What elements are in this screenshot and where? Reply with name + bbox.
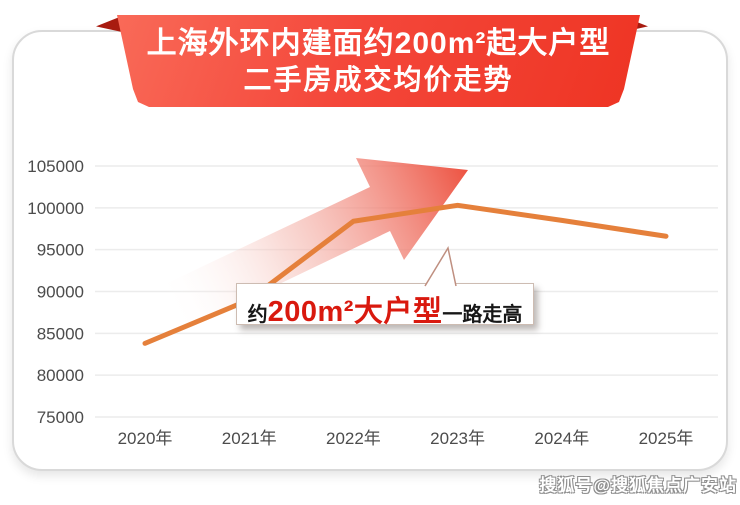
y-axis-label: 75000 xyxy=(37,408,84,427)
y-axis-label: 80000 xyxy=(37,366,84,385)
grid-layer: 75000 80000 85000 90000 95000 100000 105000 xyxy=(27,157,718,427)
y-axis-label: 105000 xyxy=(27,157,84,176)
x-axis-label: 2024年 xyxy=(534,429,589,448)
price-line xyxy=(142,202,669,346)
callout-pointer-icon xyxy=(424,245,457,287)
y-axis-label: 95000 xyxy=(37,241,84,260)
banner-title-line1: 上海外环内建面约200m²起大户型 xyxy=(146,27,611,60)
x-axis-label: 2020年 xyxy=(118,429,173,448)
x-axis-label: 2023年 xyxy=(430,429,485,448)
title-banner: 上海外环内建面约200m²起大户型 二手房成交均价走势 xyxy=(117,15,640,107)
y-axis-label: 100000 xyxy=(27,199,84,218)
x-axis-label: 2022年 xyxy=(326,429,381,448)
line-layer xyxy=(142,202,669,346)
x-axis-label: 2021年 xyxy=(222,429,277,448)
y-axis-label: 90000 xyxy=(37,283,84,302)
banner-title-line2: 二手房成交均价走势 xyxy=(243,64,514,95)
callout-highlight: 200m²大户型 xyxy=(267,296,443,328)
x-axis-label: 2025年 xyxy=(639,429,694,448)
callout-label: 约 200m²大户型 一路走高 xyxy=(236,283,534,328)
x-axis-layer: 2020年 2021年 2022年 2023年 2024年 2025年 xyxy=(118,429,694,448)
callout-prefix: 约 xyxy=(247,304,268,326)
y-axis-label: 85000 xyxy=(37,324,84,343)
watermark: 搜狐号@搜狐焦点广安站 xyxy=(539,476,737,495)
callout-suffix: 一路走高 xyxy=(442,304,523,326)
